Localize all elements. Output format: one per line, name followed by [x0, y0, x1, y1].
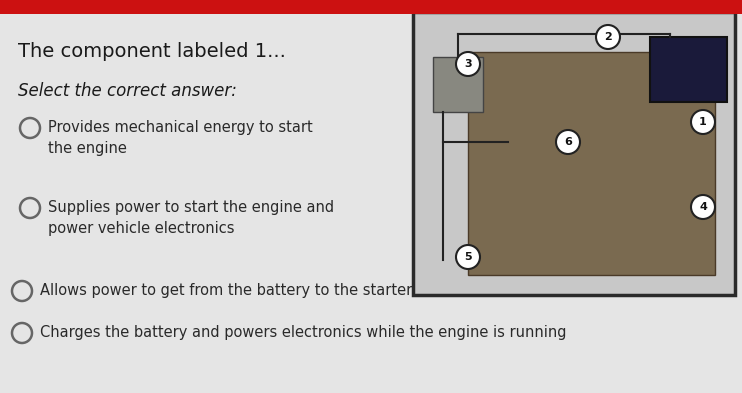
Text: The component labeled 1...: The component labeled 1... — [18, 42, 286, 61]
Text: 2: 2 — [604, 32, 612, 42]
Circle shape — [691, 110, 715, 134]
Text: Provides mechanical energy to start
the engine: Provides mechanical energy to start the … — [48, 120, 312, 156]
Text: Supplies power to start the engine and
power vehicle electronics: Supplies power to start the engine and p… — [48, 200, 334, 236]
Circle shape — [691, 195, 715, 219]
Text: 3: 3 — [464, 59, 472, 69]
Text: 1: 1 — [699, 117, 707, 127]
Circle shape — [596, 25, 620, 49]
Text: 6: 6 — [564, 137, 572, 147]
Bar — [0, 0, 742, 14]
Circle shape — [456, 52, 480, 76]
Text: Select the correct answer:: Select the correct answer: — [18, 82, 237, 100]
Bar — [413, 12, 735, 295]
Text: 4: 4 — [699, 202, 707, 212]
Circle shape — [456, 245, 480, 269]
Bar — [650, 37, 727, 102]
Text: Allows power to get from the battery to the starter: Allows power to get from the battery to … — [40, 283, 413, 298]
Bar — [468, 52, 715, 275]
Circle shape — [556, 130, 580, 154]
Text: Charges the battery and powers electronics while the engine is running: Charges the battery and powers electroni… — [40, 325, 566, 340]
Bar — [433, 57, 483, 112]
Text: 5: 5 — [464, 252, 472, 262]
